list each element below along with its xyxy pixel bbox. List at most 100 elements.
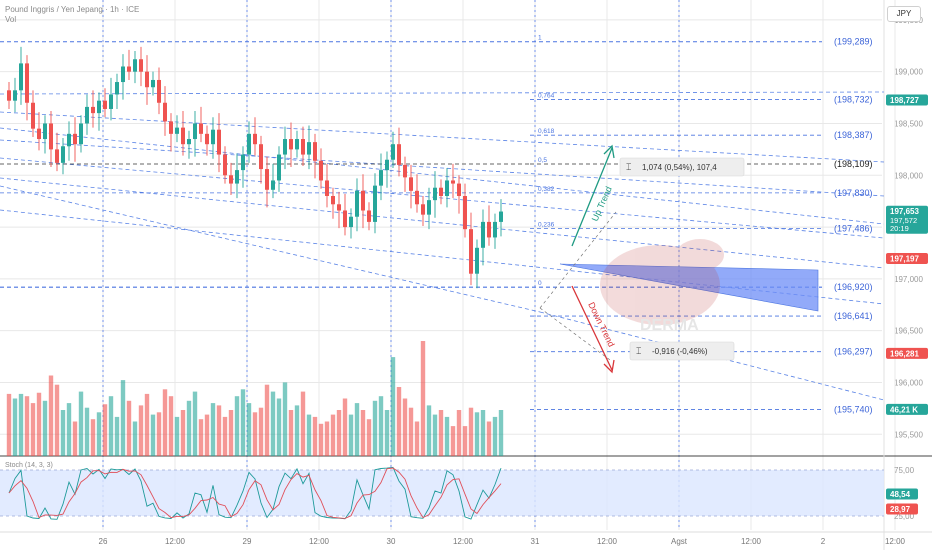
candle-body <box>265 169 269 190</box>
volume-bar <box>216 405 222 456</box>
candle-body <box>79 123 83 145</box>
volume-bar <box>288 410 294 456</box>
stoch-k-line <box>8 466 502 520</box>
fib-label: 0,618 <box>538 128 555 135</box>
volume-bar <box>60 410 66 456</box>
candle-body <box>115 82 119 95</box>
volume-bar <box>408 407 414 456</box>
price-level-label: (198,732) <box>834 94 873 104</box>
time-tick-label: 12:00 <box>165 537 186 546</box>
price-tag-text: 20:19 <box>890 224 909 233</box>
candle-body <box>457 183 461 196</box>
price-tag: 198,727 <box>886 94 928 106</box>
candle-body <box>139 59 143 72</box>
stoch-tag-text: 28,97 <box>890 505 911 514</box>
price-level-label: (195,740) <box>834 404 873 414</box>
arrow-head <box>603 359 615 374</box>
volume-bar <box>138 405 144 456</box>
volume-bar <box>480 410 486 456</box>
candle-body <box>343 210 347 228</box>
volume-bar <box>24 396 30 456</box>
measure-box <box>619 157 745 177</box>
volume-bar <box>498 410 504 456</box>
candle-body <box>163 102 167 122</box>
candle-body <box>445 180 449 196</box>
volume-bar <box>438 410 444 456</box>
candle-body <box>409 177 413 191</box>
price-tag-text: 198,727 <box>890 96 919 105</box>
candle-body <box>13 90 17 101</box>
price-tick-label: 196,500 <box>894 327 923 336</box>
stoch-tick-label: 25,00 <box>894 512 915 521</box>
candle-body <box>349 216 353 228</box>
candle-body <box>199 123 203 134</box>
volume-bar <box>474 412 480 456</box>
candle-body <box>487 221 491 238</box>
volume-bar <box>252 412 258 456</box>
candle-body <box>313 142 317 161</box>
volume-bar <box>432 414 438 456</box>
volume-bar <box>192 391 198 456</box>
volume-bar <box>420 341 426 456</box>
candle-body <box>493 221 497 238</box>
time-tick-label: 12:00 <box>453 537 474 546</box>
watermark-text: DERMA <box>640 317 699 334</box>
volume-bar <box>330 414 336 456</box>
fib-label: 0,5 <box>538 157 547 164</box>
price-tag-text: 197,197 <box>890 254 919 263</box>
candle-body <box>37 128 41 140</box>
volume-bar <box>276 398 282 456</box>
price-tick-label: 198,500 <box>894 119 923 128</box>
channel-line <box>0 139 885 197</box>
down-trend-arrow <box>571 285 613 371</box>
measure-text: 1,074 (0,54%), 107,4 <box>642 163 717 172</box>
volume-bar <box>204 414 210 456</box>
candle-body <box>355 190 359 217</box>
candle-body <box>301 139 305 155</box>
volume-bar <box>126 400 132 456</box>
candle-body <box>361 190 365 211</box>
measure-icon: ⌶ <box>636 346 641 356</box>
candle-body <box>295 139 299 150</box>
candle-body <box>151 79 155 88</box>
candle-body <box>475 247 479 274</box>
price-tag-bg <box>886 94 928 106</box>
candle-body <box>391 144 395 160</box>
candle-body <box>121 66 125 83</box>
candle-body <box>247 133 251 155</box>
candle-body <box>211 129 215 145</box>
volume-bar <box>318 423 324 456</box>
projection-guide <box>539 307 611 361</box>
time-tick-label: 31 <box>531 537 540 546</box>
candle-body <box>373 185 377 222</box>
channel-line <box>0 157 885 239</box>
currency-button[interactable]: JPY <box>887 6 921 22</box>
time-tick-label: 2 <box>821 537 826 546</box>
candle-body <box>385 159 389 171</box>
candle-body <box>319 160 323 181</box>
arrow-head <box>603 144 615 159</box>
volume-bar <box>312 416 318 456</box>
time-tick-label: 12:00 <box>597 537 618 546</box>
candle-body <box>421 204 425 215</box>
volume-bar <box>96 412 102 456</box>
volume-bar <box>270 391 276 456</box>
volume-bar <box>342 398 348 456</box>
price-tag-text: 46,21 K <box>890 405 918 414</box>
price-tick-label: 198,000 <box>894 171 923 180</box>
volume-bar <box>108 396 114 456</box>
candle-body <box>133 59 137 72</box>
candle-body <box>481 221 485 248</box>
volume-bar <box>294 405 300 456</box>
candle-body <box>367 210 371 222</box>
fib-label: 1 <box>538 35 542 42</box>
candle-body <box>73 133 77 145</box>
volume-bar <box>426 405 432 456</box>
volume-bar <box>42 400 48 456</box>
candle-body <box>217 129 221 155</box>
price-level-label: (198,109) <box>834 159 873 169</box>
candle-body <box>253 133 257 145</box>
price-tick-label: 195,500 <box>894 430 923 439</box>
